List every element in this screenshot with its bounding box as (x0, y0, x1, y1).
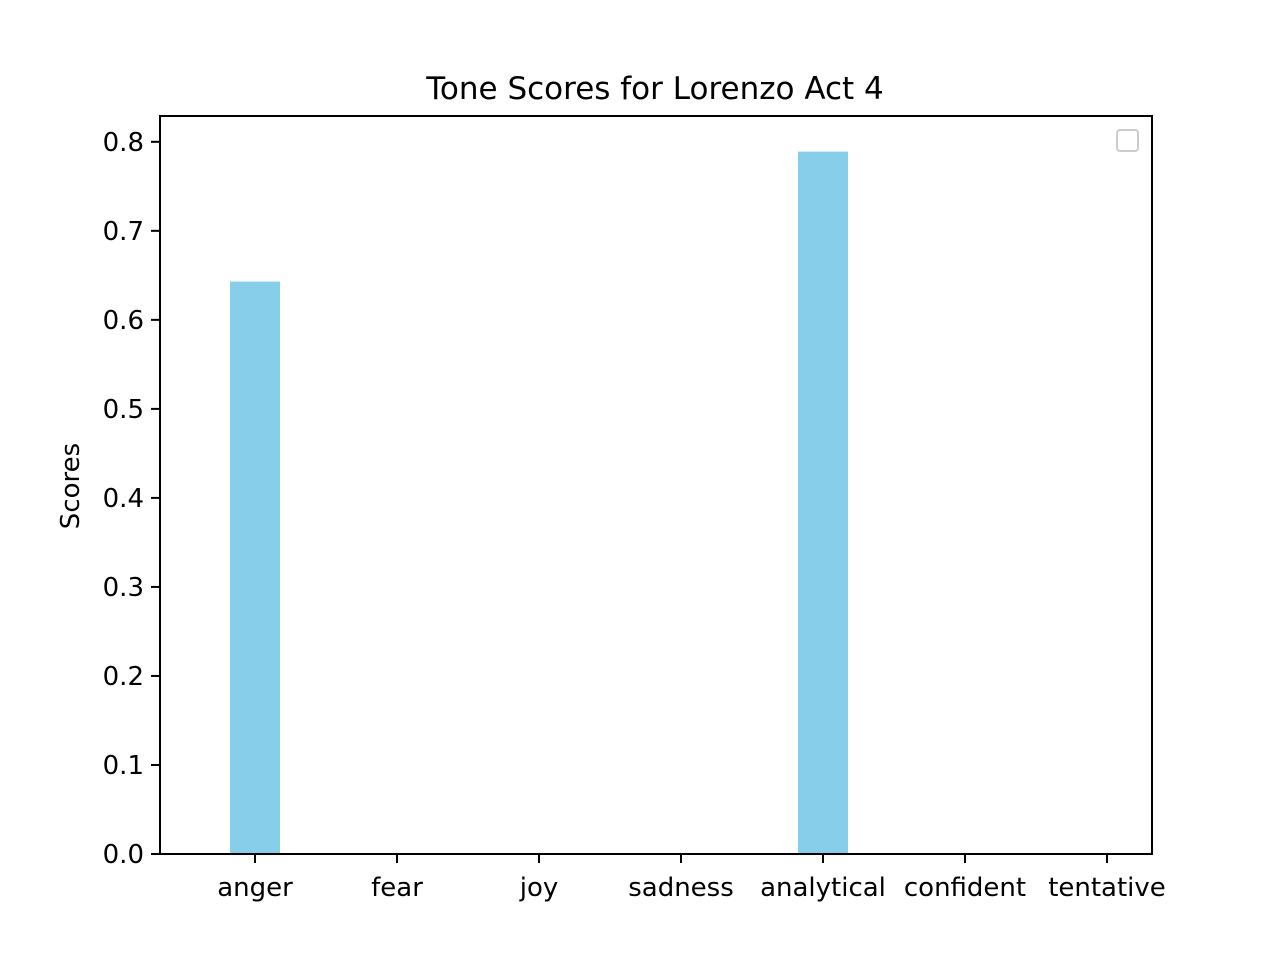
y-tick-label: 0.5 (103, 395, 144, 425)
y-tick-label: 0.3 (103, 573, 144, 603)
x-tick-label-anger: anger (217, 873, 293, 903)
x-axis-ticks: anger fear joy sadness analytical confident te… (217, 854, 1166, 903)
y-tick-label: 0.4 (103, 484, 144, 514)
y-tick-label: 0.6 (103, 306, 144, 336)
x-tick-label-analytical: analytical (760, 873, 886, 903)
plot-area-frame (159, 115, 1153, 855)
x-tick-label-sadness: sadness (628, 873, 734, 903)
y-tick-label: 0.0 (103, 840, 144, 870)
y-tick-label: 0.2 (103, 662, 144, 692)
x-tick-label-joy: joy (519, 873, 559, 903)
bars-group (230, 151, 848, 855)
x-tick-label-fear: fear (371, 873, 423, 903)
y-tick-label: 0.8 (103, 128, 144, 158)
chart-title: Tone Scores for Lorenzo Act 4 (425, 71, 884, 107)
y-axis-label: Scores (56, 443, 86, 529)
y-tick-label: 0.7 (103, 217, 144, 247)
x-tick-label-tentative: tentative (1048, 873, 1166, 903)
x-tick-label-confident: confident (904, 873, 1026, 903)
legend-box (1116, 129, 1139, 152)
bar-anger (230, 281, 280, 854)
y-axis-ticks: 0.0 0.1 0.2 0.3 0.4 0.5 0.6 0.7 0.8 (103, 128, 160, 870)
y-tick-label: 0.1 (103, 751, 144, 781)
bar-analytical (798, 151, 848, 855)
